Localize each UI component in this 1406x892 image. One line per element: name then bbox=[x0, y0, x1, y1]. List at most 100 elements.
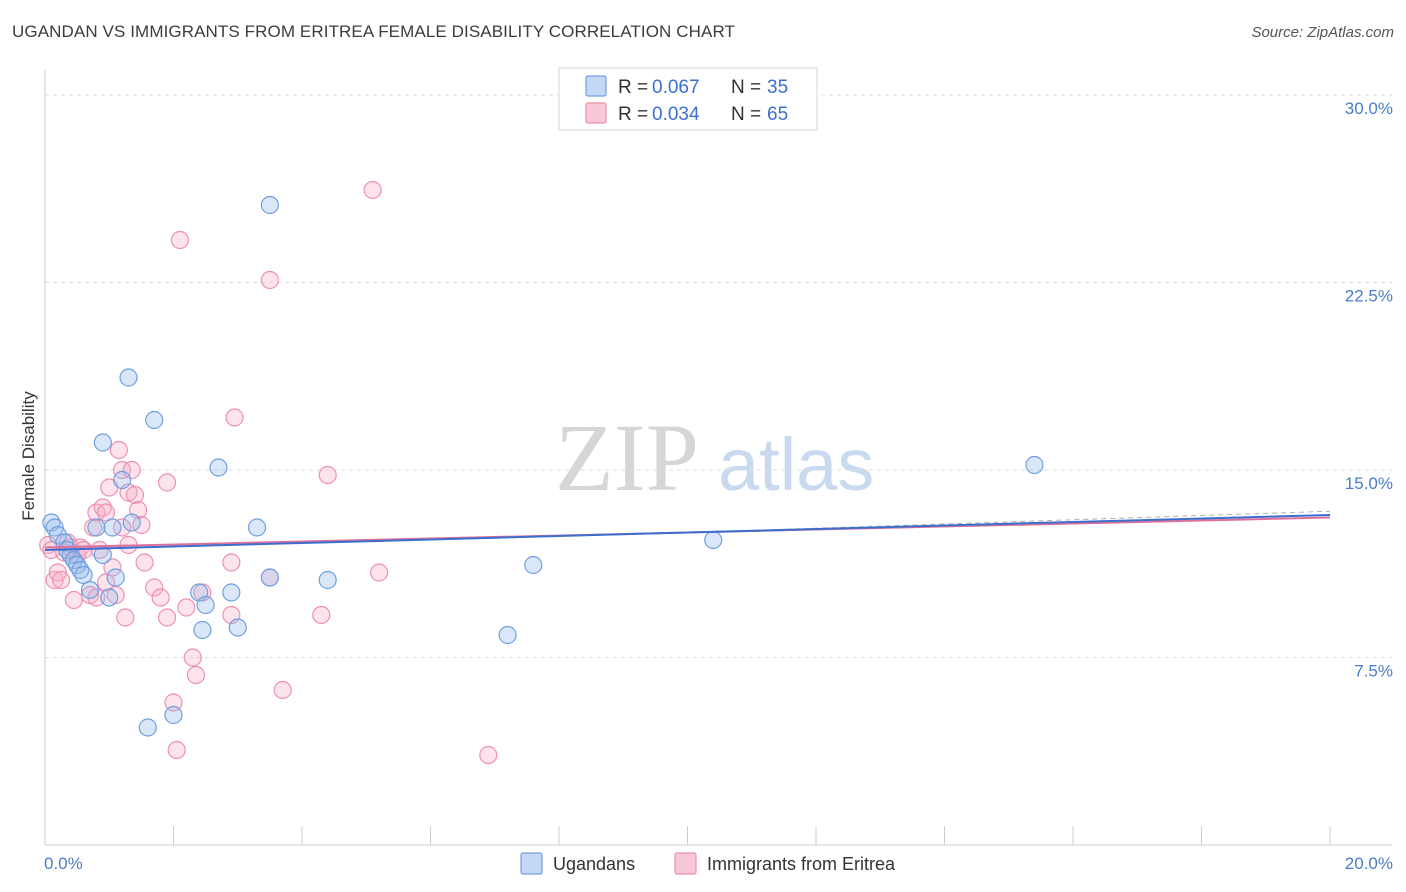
point-ugandans bbox=[71, 560, 90, 580]
point-ugandans bbox=[138, 718, 157, 737]
point-eritrea bbox=[177, 598, 196, 617]
point-eritrea bbox=[122, 460, 141, 480]
y-axis-label: Female Disability bbox=[19, 391, 38, 521]
point-ugandans bbox=[100, 588, 119, 607]
trend-lines bbox=[44, 510, 1331, 551]
series-legend: Ugandans Immigrants from Eritrea bbox=[520, 852, 896, 875]
point-ugandans bbox=[106, 568, 125, 587]
x-tick-label: 0.0% bbox=[44, 854, 83, 873]
point-ugandans bbox=[498, 625, 517, 645]
point-ugandans bbox=[260, 195, 279, 215]
point-eritrea bbox=[145, 578, 164, 597]
correlation-legend: R = 0.067 N = 35 R = 0.034 N = 65 bbox=[558, 67, 818, 131]
point-eritrea bbox=[51, 570, 71, 590]
point-ugandans bbox=[68, 555, 87, 575]
legend-swatch-eritrea bbox=[585, 102, 607, 124]
point-eritrea bbox=[167, 740, 186, 760]
gridlines bbox=[45, 94, 1392, 658]
point-ugandans bbox=[103, 518, 122, 537]
series-ugandans-points bbox=[42, 195, 1044, 737]
legend-n-value-1: 35 bbox=[767, 77, 788, 98]
y-tick-label: 15.0% bbox=[1345, 474, 1393, 493]
point-eritrea bbox=[170, 230, 190, 250]
point-eritrea bbox=[363, 180, 382, 200]
point-eritrea bbox=[225, 408, 244, 427]
point-ugandans bbox=[48, 525, 67, 545]
point-ugandans bbox=[196, 595, 215, 615]
point-eritrea bbox=[157, 608, 177, 627]
point-eritrea bbox=[273, 680, 292, 700]
point-ugandans bbox=[164, 705, 183, 725]
bottom-legend-eritrea: Immigrants from Eritrea bbox=[707, 854, 896, 874]
point-ugandans bbox=[222, 583, 241, 602]
legend-r-value-1: 0.067 bbox=[652, 77, 700, 98]
point-eritrea bbox=[183, 648, 202, 667]
trend-line-ugandans bbox=[44, 514, 1331, 551]
point-ugandans bbox=[145, 410, 164, 430]
point-eritrea bbox=[109, 440, 128, 460]
trend-extension bbox=[687, 510, 1331, 533]
point-ugandans bbox=[74, 565, 93, 585]
point-eritrea bbox=[318, 465, 337, 485]
point-ugandans bbox=[112, 470, 132, 490]
point-ugandans bbox=[119, 368, 138, 387]
point-eritrea bbox=[93, 498, 112, 517]
point-eritrea bbox=[157, 473, 177, 492]
point-ugandans bbox=[228, 618, 247, 637]
point-eritrea bbox=[312, 605, 331, 625]
point-eritrea bbox=[112, 460, 132, 480]
point-ugandans bbox=[93, 433, 112, 452]
point-ugandans bbox=[80, 580, 100, 600]
legend-n-label-2: N = bbox=[731, 104, 761, 125]
x-tick-labels: 0.0% 20.0% bbox=[44, 854, 1393, 873]
point-eritrea bbox=[125, 485, 145, 505]
point-eritrea bbox=[370, 563, 389, 582]
y-tick-label: 30.0% bbox=[1345, 99, 1393, 118]
point-eritrea bbox=[151, 588, 170, 607]
bottom-legend-swatch-eritrea bbox=[674, 852, 697, 875]
source-label: Source: ZipAtlas.com bbox=[1251, 24, 1394, 41]
legend-n-value-2: 65 bbox=[767, 104, 788, 125]
legend-n-label-1: N = bbox=[731, 77, 761, 98]
point-ugandans bbox=[122, 513, 141, 532]
series-eritrea-points bbox=[39, 180, 498, 765]
legend-r-label-1: R = bbox=[618, 77, 648, 98]
bottom-legend-swatch-ugandans bbox=[520, 852, 543, 875]
point-ugandans bbox=[247, 518, 267, 537]
point-eritrea bbox=[96, 573, 116, 592]
point-ugandans bbox=[318, 570, 337, 590]
point-eritrea bbox=[222, 553, 241, 572]
point-eritrea bbox=[260, 270, 279, 290]
point-ugandans bbox=[64, 550, 84, 570]
y-tick-labels: 7.5% 15.0% 22.5% 30.0% bbox=[1345, 99, 1393, 681]
point-eritrea bbox=[87, 588, 106, 607]
legend-r-label-2: R = bbox=[618, 104, 648, 125]
chart-title: UGANDAN VS IMMIGRANTS FROM ERITREA FEMAL… bbox=[12, 22, 735, 41]
point-ugandans bbox=[524, 555, 543, 575]
y-tick-label: 22.5% bbox=[1345, 287, 1393, 306]
point-eritrea bbox=[186, 665, 206, 685]
point-ugandans bbox=[209, 458, 228, 477]
point-eritrea bbox=[479, 745, 498, 765]
y-tick-label: 7.5% bbox=[1354, 662, 1393, 681]
point-ugandans bbox=[260, 568, 279, 587]
legend-r-value-2: 0.034 bbox=[652, 104, 700, 125]
point-eritrea bbox=[135, 553, 154, 572]
point-eritrea bbox=[103, 558, 122, 577]
point-eritrea bbox=[164, 693, 183, 712]
axes bbox=[44, 70, 1392, 846]
legend-swatch-ugandans bbox=[585, 75, 607, 97]
watermark-zip: ZIP bbox=[555, 404, 699, 511]
point-ugandans bbox=[704, 530, 723, 550]
point-eritrea bbox=[112, 518, 132, 537]
point-ugandans bbox=[87, 518, 106, 537]
point-ugandans bbox=[1025, 455, 1044, 475]
point-eritrea bbox=[96, 503, 116, 522]
point-eritrea bbox=[64, 590, 84, 610]
x-tick-label: 20.0% bbox=[1345, 854, 1393, 873]
watermark-atlas: atlas bbox=[718, 423, 874, 506]
bottom-legend-ugandans: Ugandans bbox=[553, 854, 635, 874]
point-ugandans bbox=[193, 620, 212, 640]
point-eritrea bbox=[116, 608, 135, 627]
